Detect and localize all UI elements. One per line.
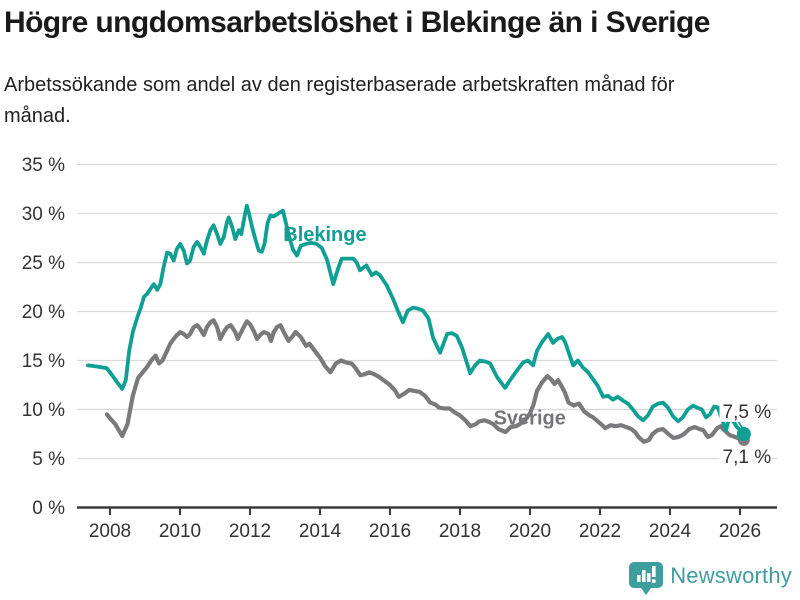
svg-text:0 %: 0 %	[32, 498, 65, 519]
gridlines	[77, 163, 777, 460]
series-line-sverige	[104, 318, 746, 444]
unemployment-line-chart: 0 % 5 % 10 % 15 % 20 % 25 % 30 % 35 % 2008 2010 20…	[0, 140, 800, 552]
series-label-sverige: Sverige	[494, 408, 566, 430]
svg-text:10 %: 10 %	[22, 400, 65, 421]
svg-text:2016: 2016	[369, 521, 411, 542]
svg-text:2020: 2020	[509, 521, 551, 542]
svg-text:2012: 2012	[229, 521, 271, 542]
newsworthy-logo-icon	[629, 562, 664, 595]
brand-footer: Newsworthy	[629, 556, 792, 596]
svg-text:2014: 2014	[299, 521, 342, 542]
svg-text:2010: 2010	[159, 521, 201, 542]
series-label-blekinge: Blekinge	[283, 224, 366, 246]
svg-text:20 %: 20 %	[22, 302, 65, 323]
svg-text:15 %: 15 %	[22, 351, 65, 372]
end-label-blekinge: 7,5 %	[723, 402, 772, 423]
svg-text:2008: 2008	[89, 521, 131, 542]
chart-canvas: 0 %5 %10 %15 %20 %25 %30 %35 %2008 2010 20…	[22, 155, 777, 542]
svg-text:30 %: 30 %	[22, 204, 65, 225]
y-axis-labels: 0 % 5 % 10 % 15 % 20 % 25 % 30 % 35 %	[22, 155, 65, 519]
svg-text:35 %: 35 %	[22, 155, 65, 176]
chart-annotations: Blekinge Sverige 7,5 % 7,1 %	[283, 224, 772, 468]
series-line-blekinge	[86, 203, 746, 436]
svg-text:5 %: 5 %	[32, 449, 65, 470]
x-axis: 2008 2010 2012 2014 2016 2018 2020 2022 2024 2026	[77, 506, 777, 542]
svg-text:25 %: 25 %	[22, 253, 65, 274]
svg-text:2018: 2018	[439, 521, 481, 542]
chart-subtitle: Arbetssökande som andel av den registerb…	[4, 74, 675, 127]
svg-text:2024: 2024	[649, 521, 692, 542]
brand-name: Newsworthy	[670, 563, 792, 588]
svg-text:2022: 2022	[579, 521, 621, 542]
page-title: Högre ungdomsarbetslöshet i Blekinge än …	[4, 6, 710, 39]
end-label-sverige: 7,1 %	[723, 447, 772, 468]
series-end-markers	[736, 420, 751, 446]
svg-text:2026: 2026	[719, 521, 761, 542]
